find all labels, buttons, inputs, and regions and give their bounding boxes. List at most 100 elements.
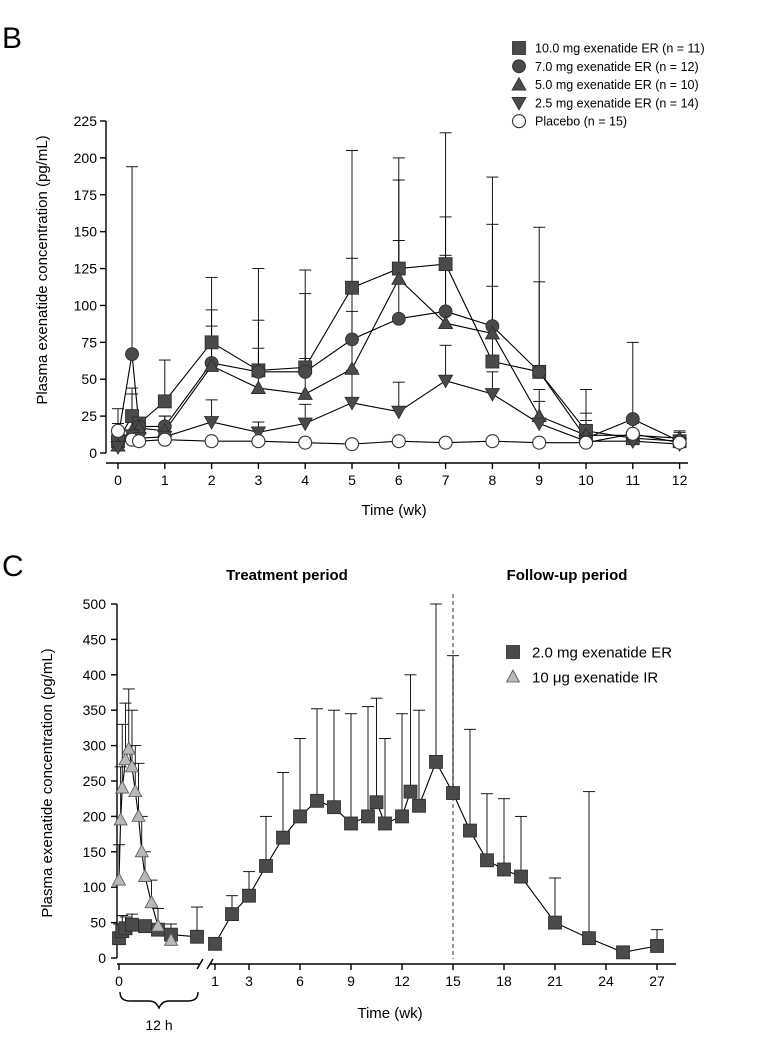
data-point: [437, 315, 454, 330]
panel-b-x-tick-label: 1: [161, 472, 169, 488]
panel-b-x-tick-label: 10: [578, 472, 594, 488]
panel-b-x-tick-label: 5: [348, 472, 356, 488]
data-point: [344, 437, 360, 452]
panel-c-legend: 2.0 mg exenatide ER 10 μg exenatide IR: [505, 645, 672, 687]
data-point: [514, 869, 528, 884]
panel-b-y-axis-label: Plasma exenatide concentration (pg/mL): [34, 135, 51, 404]
data-point: [134, 843, 149, 858]
legend-label: 5.0 mg exenatide ER (n = 10): [535, 78, 699, 92]
panel-c-x-tick-label: 1: [211, 973, 219, 989]
data-point: [672, 435, 687, 450]
data-point: [124, 759, 140, 773]
data-point: [118, 751, 133, 766]
panel-c: C Treatment period Follow-up period 0 50 1…: [2, 550, 676, 1033]
data-point: [144, 894, 159, 909]
panel-c-x-tick-label: 27: [649, 973, 665, 989]
data-point: [438, 435, 453, 450]
data-point: [203, 416, 220, 430]
data-point: [225, 907, 239, 922]
panel-b-x-axis-label: Time (wk): [361, 502, 426, 519]
data-point: [110, 441, 126, 455]
legend-label: 2.0 mg exenatide ER: [532, 645, 672, 662]
data-point: [276, 830, 290, 845]
data-point: [293, 809, 307, 824]
panel-b-y-tick-label: 75: [81, 334, 97, 350]
panel-b-x-tick-label: 3: [255, 472, 263, 488]
panel-c-x-tick-label: 21: [547, 973, 563, 989]
axis-break-mark: [196, 958, 204, 970]
legend-marker: [511, 76, 527, 91]
data-point: [345, 332, 359, 347]
data-point: [128, 783, 143, 798]
data-point: [204, 335, 219, 350]
data-point: [484, 388, 501, 402]
data-point: [125, 917, 139, 932]
data-point: [582, 931, 596, 946]
data-point: [429, 754, 443, 769]
panel-c-y-tick-label: 200: [83, 808, 107, 824]
data-point: [378, 816, 392, 831]
panel-c-x-axis-label: Time (wk): [357, 1005, 422, 1022]
legend-label: 10 μg exenatide IR: [532, 670, 658, 687]
panel-c-y-tick-label: 300: [83, 738, 107, 754]
panel-b-y-axis: 0 25 50 75 100 125 150 175 200 225: [74, 113, 107, 461]
data-point: [310, 793, 324, 808]
data-point: [190, 929, 204, 944]
panel-b-y-tick-label: 50: [81, 371, 97, 387]
legend-label: Placebo (n = 15): [535, 115, 627, 129]
data-point: [344, 361, 360, 375]
data-point: [391, 405, 407, 420]
panel-c-y-tick-label: 400: [83, 667, 107, 683]
data-point: [532, 435, 547, 450]
panel-c-y-tick-label: 450: [83, 631, 107, 647]
data-point: [132, 434, 147, 449]
series-line: [118, 748, 172, 941]
data-point: [345, 280, 359, 295]
panel-b-letter: B: [2, 22, 22, 55]
panel-b-x-tick-label: 2: [208, 472, 216, 488]
data-point: [113, 812, 128, 826]
panel-c-x-tick-label: 18: [496, 973, 512, 989]
data-point: [438, 257, 453, 272]
data-point: [208, 936, 222, 951]
panel-c-x-tick-label: 12: [394, 973, 410, 989]
data-point: [485, 354, 500, 369]
data-point: [204, 434, 219, 449]
data-point: [480, 853, 494, 868]
panel-c-x-tick-label: 15: [445, 973, 461, 989]
panel-b-x-tick-label: 12: [672, 472, 688, 488]
legend-marker: [505, 669, 521, 683]
legend-label: 10.0 mg exenatide ER (n = 11): [535, 42, 705, 56]
data-point: [650, 939, 664, 953]
legend-marker: [506, 645, 520, 659]
legend-marker: [512, 41, 526, 55]
data-point: [298, 435, 313, 450]
data-point: [497, 862, 511, 877]
panel-c-plot-area: [111, 603, 664, 960]
twelve-hour-label: 12 h: [145, 1017, 172, 1033]
panel-c-x-axis: 0 1 3 6 9 12 15 18 21 24 27: [115, 958, 676, 989]
data-point: [484, 325, 501, 340]
data-point: [403, 784, 418, 799]
data-point: [110, 423, 126, 438]
data-point: [297, 417, 313, 432]
panel-b-x-tick-label: 6: [395, 472, 403, 488]
data-point: [391, 271, 407, 285]
panel-c-y-tick-label: 150: [83, 844, 107, 860]
treatment-period-label: Treatment period: [226, 567, 348, 584]
panel-b-x-tick-label: 0: [114, 472, 122, 488]
data-point: [121, 741, 136, 755]
legend-label: 2.5 mg exenatide ER (n = 14): [535, 96, 699, 110]
data-point: [157, 394, 172, 409]
data-point: [327, 800, 341, 815]
panel-b-plot-area: [110, 132, 688, 455]
panel-b-y-tick-label: 150: [74, 224, 98, 240]
data-point: [131, 808, 146, 822]
panel-c-y-tick-label: 100: [83, 879, 107, 895]
panel-b-y-tick-label: 175: [74, 187, 98, 203]
panel-b-x-tick-label: 9: [535, 472, 543, 488]
data-point: [531, 417, 547, 432]
data-point: [251, 364, 266, 379]
legend-label: 7.0 mg exenatide ER (n = 12): [535, 60, 699, 74]
